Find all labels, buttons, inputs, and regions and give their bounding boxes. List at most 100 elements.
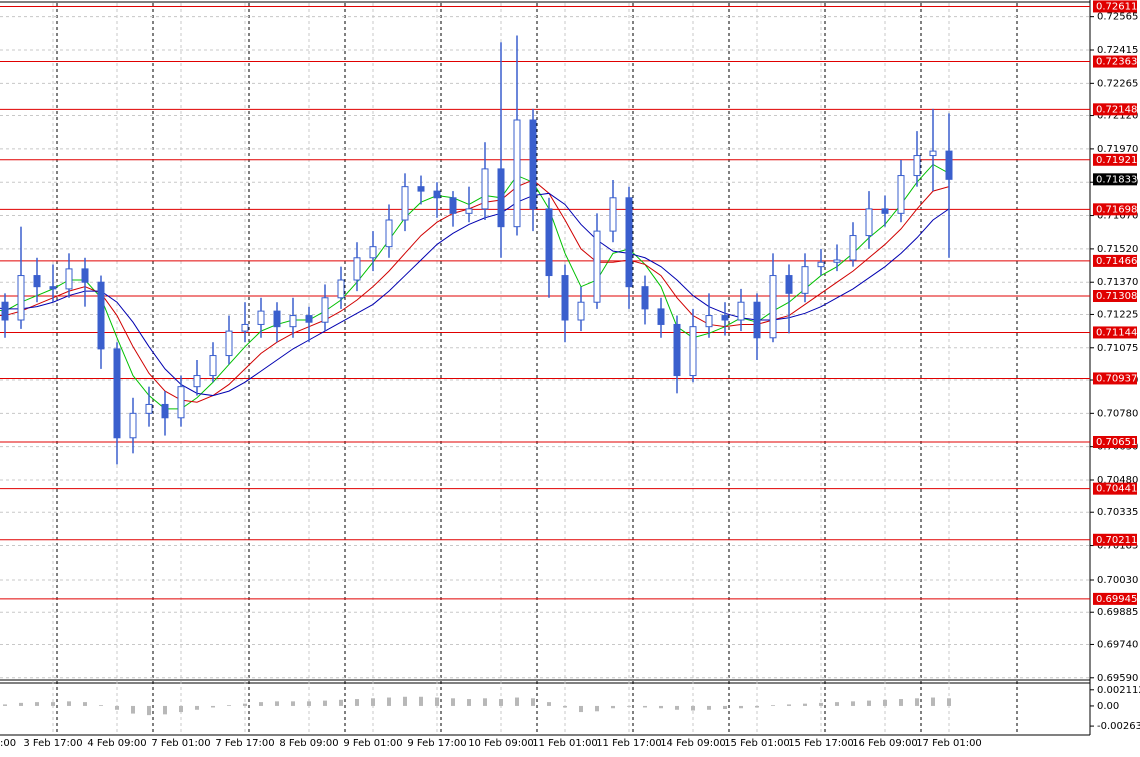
candle-body <box>193 375 201 388</box>
candle-body <box>433 190 441 199</box>
oscillator-bar <box>355 699 359 706</box>
oscillator-bar <box>787 704 791 706</box>
oscillator-bar <box>915 698 919 706</box>
candle-body <box>177 386 185 419</box>
y-tick-label: -0.002635 <box>1097 721 1140 732</box>
oscillator-bar <box>51 702 55 706</box>
y-tick-label: 0.69885 <box>1097 607 1138 618</box>
candle-body <box>385 219 393 248</box>
candle-body <box>545 208 553 277</box>
oscillator-bar <box>851 701 855 706</box>
level-label: 0.70937 <box>1096 373 1137 384</box>
y-tick-label: 0.72265 <box>1097 78 1138 89</box>
y-tick-label: 0.72120 <box>1097 111 1138 122</box>
oscillator-bar <box>739 705 743 709</box>
candle-body <box>785 275 793 294</box>
oscillator-bar <box>467 699 471 706</box>
y-tick-label: 0.69590 <box>1097 673 1138 684</box>
level-label-box <box>1093 0 1137 13</box>
candle-body <box>849 235 857 261</box>
oscillator-bar <box>307 701 311 706</box>
candle-body <box>113 348 121 439</box>
x-tick-label: 15 Feb 17:00 <box>788 738 854 749</box>
oscillator-bar <box>371 698 375 706</box>
candle-body <box>801 266 809 294</box>
candle-body <box>641 286 649 310</box>
x-tick-label: 9 Feb 01:00 <box>343 738 402 749</box>
candle-body <box>497 168 505 228</box>
candle-body <box>673 323 681 377</box>
candle-body <box>273 310 281 328</box>
level-label: 0.71144 <box>1096 327 1137 338</box>
x-tick-label: :00 <box>0 738 16 749</box>
candle-body <box>897 175 905 214</box>
level-label: 0.72611 <box>1096 1 1137 12</box>
candle-body <box>49 286 57 290</box>
level-label: 0.71308 <box>1096 291 1137 302</box>
y-tick-label: 0.70185 <box>1097 541 1138 552</box>
oscillator-bar <box>707 705 711 710</box>
level-label-box <box>1093 436 1137 448</box>
oscillator-bar <box>595 705 599 712</box>
x-tick-label: 11 Feb 17:00 <box>596 738 662 749</box>
oscillator-bar <box>435 697 439 706</box>
oscillator-bar <box>643 705 647 708</box>
oscillator-bar <box>483 698 487 706</box>
oscillator-bar <box>35 702 39 706</box>
level-label: 0.72148 <box>1096 104 1137 115</box>
oscillator-bar <box>803 703 807 706</box>
oscillator-bar <box>499 699 503 706</box>
oscillator-bar <box>675 705 679 710</box>
candle-body <box>865 208 873 237</box>
candle-body <box>369 246 377 259</box>
oscillator-bar <box>515 697 519 706</box>
level-label-box <box>1093 533 1137 546</box>
oscillator-bar <box>179 705 183 713</box>
level-label: 0.70441 <box>1096 484 1137 495</box>
oscillator-bar <box>659 705 663 709</box>
candle-body <box>817 261 825 268</box>
level-label-box <box>1093 290 1137 302</box>
candle-body <box>97 281 105 350</box>
candle-body <box>129 412 137 439</box>
oscillator-bar <box>339 699 343 706</box>
candle-body <box>705 315 713 328</box>
candle-body <box>1 301 9 321</box>
candle-body <box>913 155 921 177</box>
oscillator-bar <box>531 698 535 706</box>
x-tick-label: 11 Feb 01:00 <box>532 738 598 749</box>
oscillator-bar <box>819 702 823 706</box>
candle-body <box>209 355 217 377</box>
candle-body <box>81 268 89 283</box>
candle-body <box>257 310 265 325</box>
oscillator-bar <box>147 705 151 716</box>
x-tick-label: 8 Feb 09:00 <box>279 738 338 749</box>
oscillator-bar <box>723 705 727 709</box>
y-tick-label: 0.71670 <box>1097 211 1138 222</box>
candle-body <box>689 326 697 377</box>
y-tick-label: 0.70480 <box>1097 475 1138 486</box>
y-tick-label: 0.70780 <box>1097 408 1138 419</box>
candle-body <box>321 297 329 323</box>
candle-body <box>465 208 473 214</box>
candle-body <box>305 315 313 323</box>
candle-body <box>401 186 409 221</box>
candle-body <box>721 315 729 321</box>
oscillator-bar <box>867 700 871 706</box>
current-price-box <box>1093 173 1137 186</box>
level-label-box <box>1093 592 1137 605</box>
candle-body <box>753 301 761 339</box>
oscillator-bar <box>195 705 199 710</box>
y-tick-label: 0.70335 <box>1097 507 1138 518</box>
level-label-box <box>1093 55 1137 68</box>
level-label: 0.70211 <box>1096 535 1137 546</box>
y-tick-label: 0.71225 <box>1097 309 1138 320</box>
oscillator-bar <box>451 698 455 706</box>
y-tick-label: 0.69740 <box>1097 639 1138 650</box>
oscillator-bar <box>419 696 423 706</box>
x-tick-label: 9 Feb 17:00 <box>407 738 466 749</box>
level-label-box <box>1093 153 1137 166</box>
level-label: 0.71921 <box>1096 155 1137 166</box>
oscillator-bar <box>563 705 567 708</box>
candle-body <box>481 168 489 210</box>
